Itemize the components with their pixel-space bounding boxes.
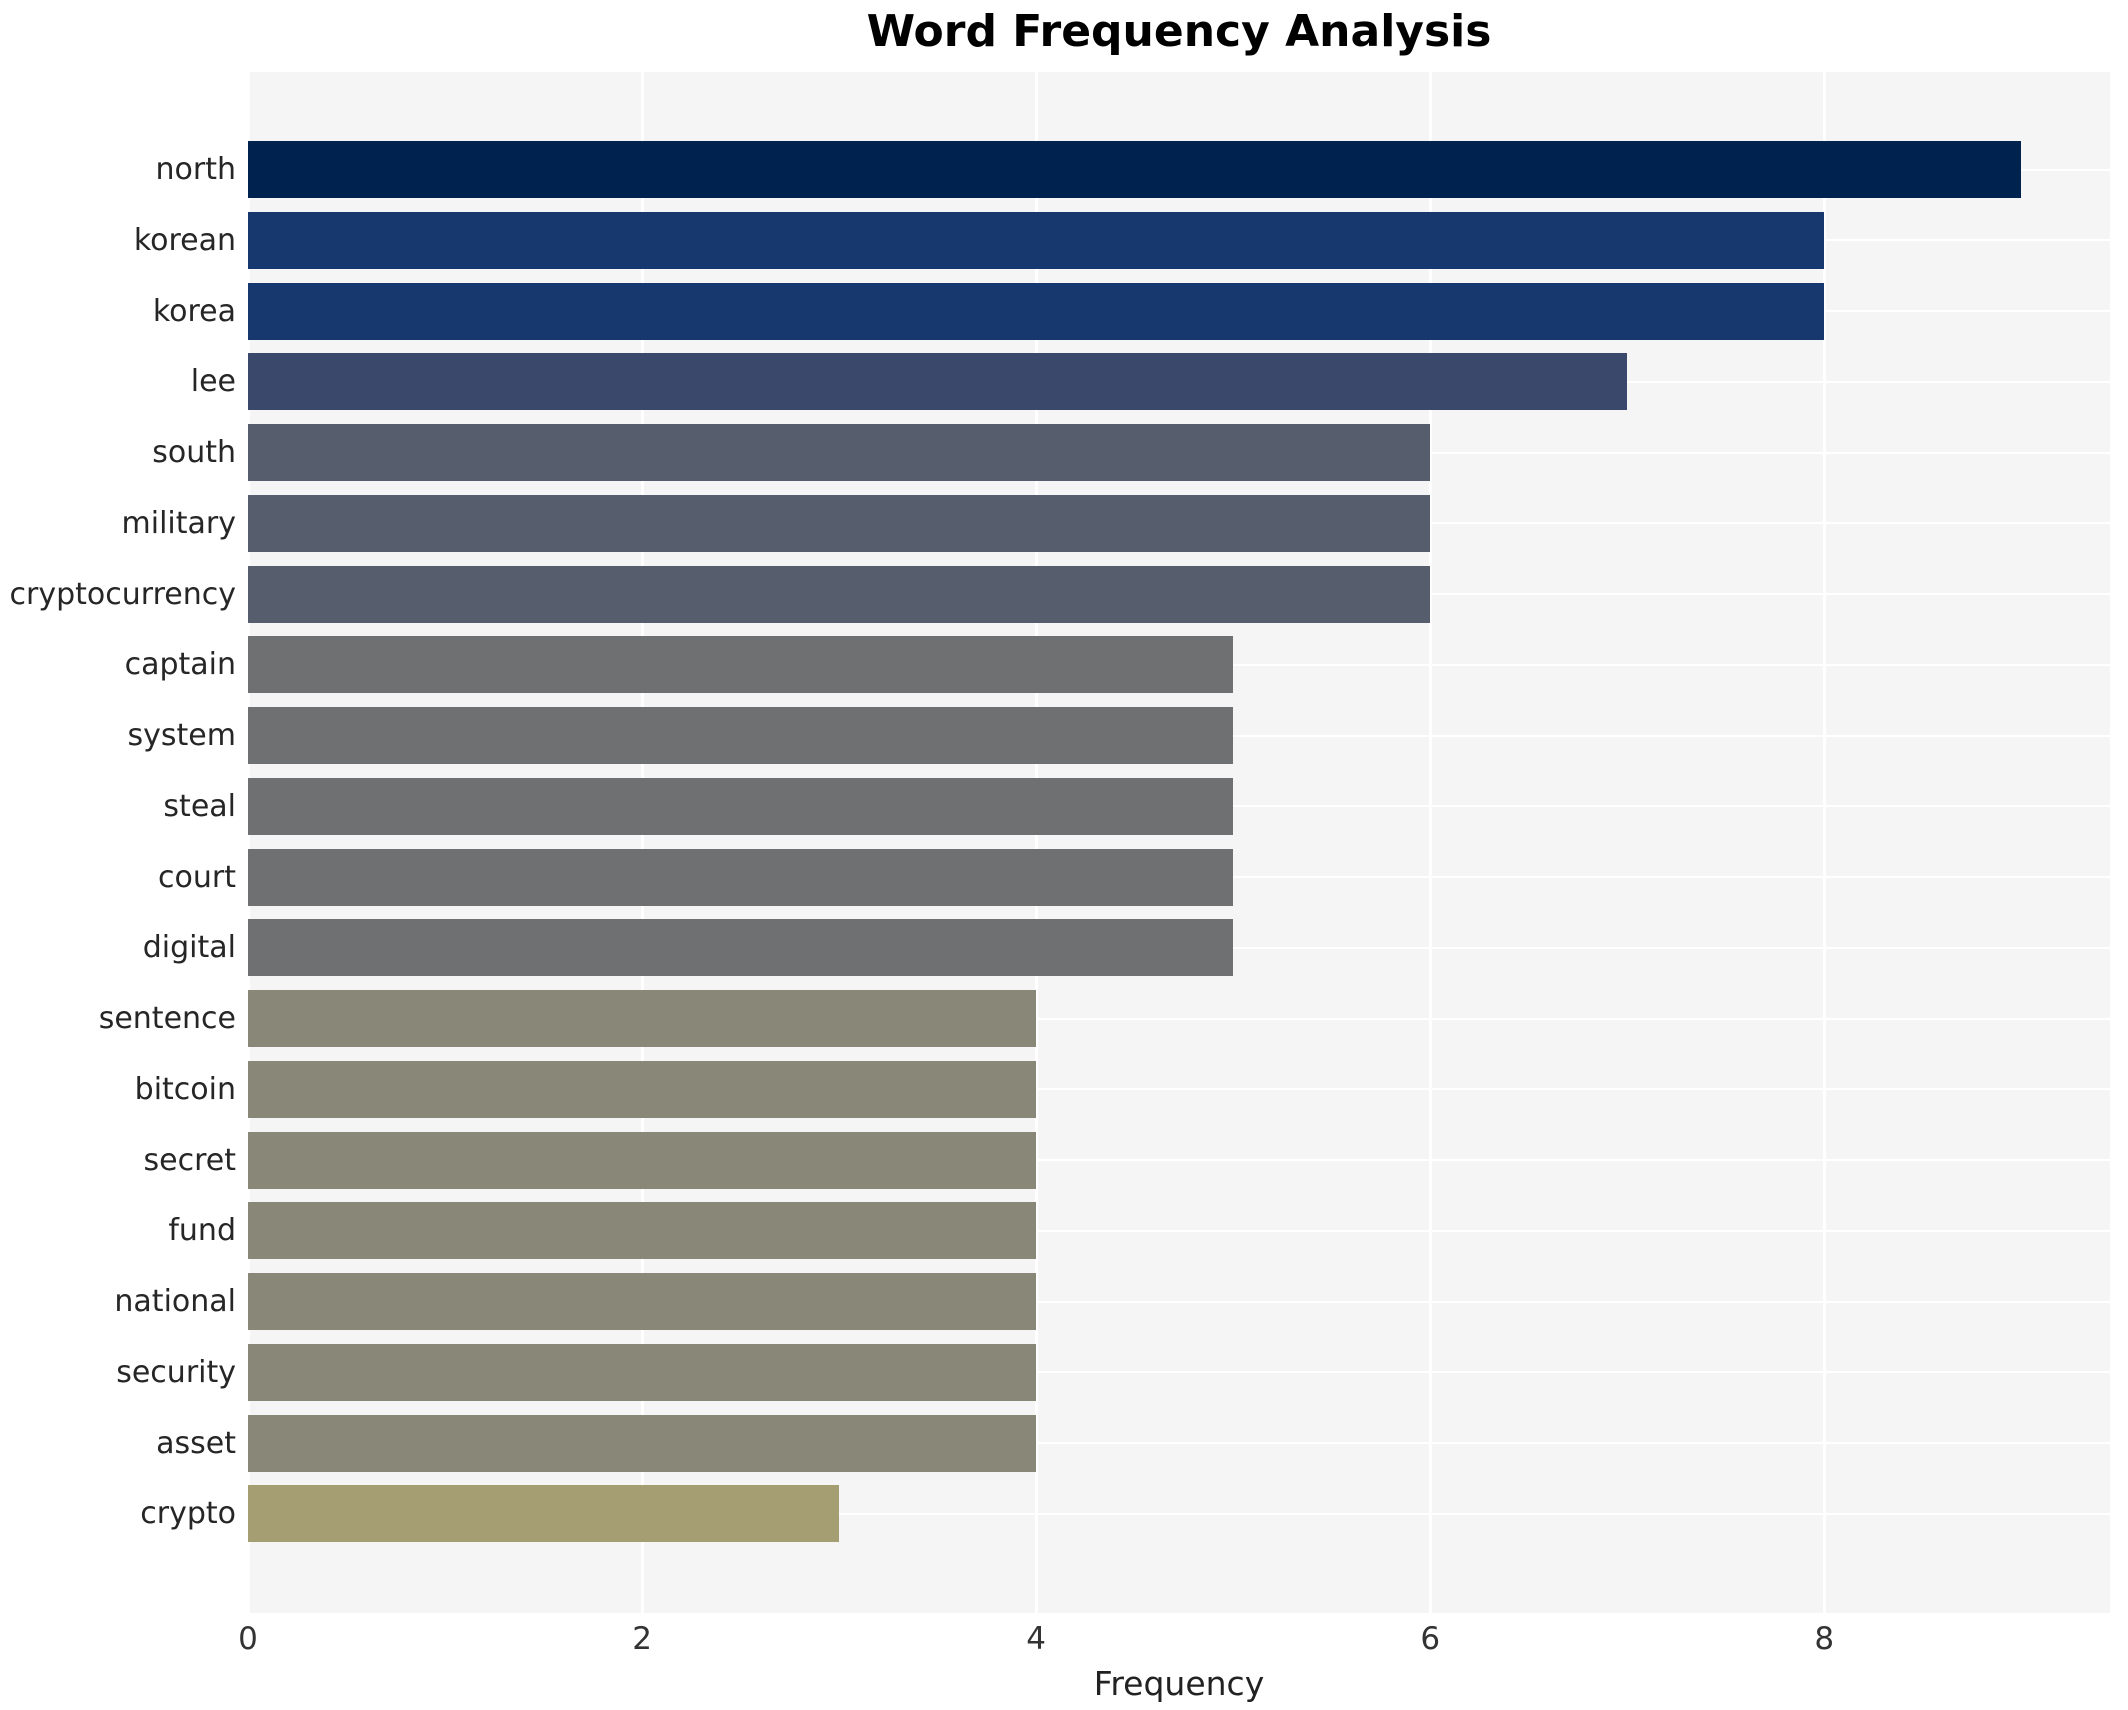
x-gridline-0 bbox=[248, 72, 250, 1613]
y-tick-label-system: system bbox=[127, 718, 236, 753]
bar-fund bbox=[248, 1202, 1037, 1260]
y-gridline-asset bbox=[248, 1442, 2110, 1444]
bar-asset bbox=[248, 1414, 1037, 1472]
bar-digital bbox=[248, 919, 1234, 977]
x-axis-title: Frequency bbox=[1093, 1664, 1265, 1703]
y-tick-label-fund: fund bbox=[168, 1213, 236, 1249]
y-tick-label-bitcoin: bitcoin bbox=[134, 1071, 236, 1107]
y-tick-label-crypto: crypto bbox=[140, 1496, 236, 1532]
y-gridline-crypto bbox=[248, 1512, 2110, 1515]
y-gridline-sentence bbox=[248, 1017, 2110, 1020]
x-gridline-6 bbox=[1429, 72, 1433, 1613]
bar-military bbox=[248, 494, 1431, 552]
y-tick-label-national: national bbox=[114, 1284, 236, 1319]
y-tick-label-south: south bbox=[152, 435, 236, 470]
y-tick-label-sentence: sentence bbox=[98, 1001, 236, 1036]
plot-area bbox=[248, 72, 2110, 1613]
bar-korea bbox=[248, 282, 1825, 340]
x-tick-label-2: 2 bbox=[632, 1621, 652, 1657]
x-tick-label-0: 0 bbox=[238, 1621, 258, 1657]
bar-bitcoin bbox=[248, 1060, 1037, 1118]
y-tick-label-digital: digital bbox=[142, 930, 236, 966]
y-tick-label-cryptocurrency: cryptocurrency bbox=[9, 576, 236, 612]
x-tick-label-8: 8 bbox=[1814, 1621, 1835, 1657]
y-tick-label-asset: asset bbox=[156, 1425, 236, 1461]
bar-captain bbox=[248, 636, 1234, 694]
y-tick-label-lee: lee bbox=[190, 364, 236, 400]
y-tick-label-court: court bbox=[158, 859, 236, 895]
y-gridline-secret bbox=[248, 1159, 2110, 1161]
x-tick-label-6: 6 bbox=[1420, 1621, 1441, 1657]
x-gridline-2 bbox=[641, 72, 645, 1613]
bar-national bbox=[248, 1273, 1037, 1330]
y-gridline-national bbox=[248, 1300, 2110, 1303]
chart-title: Word Frequency Analysis bbox=[866, 6, 1492, 57]
x-gridline-8 bbox=[1823, 72, 1827, 1613]
y-tick-label-korea: korea bbox=[152, 293, 236, 329]
x-tick-label-4: 4 bbox=[1026, 1621, 1046, 1657]
bar-system bbox=[248, 707, 1234, 764]
y-tick-label-captain: captain bbox=[124, 647, 236, 683]
bar-cryptocurrency bbox=[248, 565, 1431, 623]
y-gridline-fund bbox=[248, 1229, 2110, 1232]
bar-sentence bbox=[248, 990, 1037, 1047]
bar-steal bbox=[248, 777, 1234, 835]
bar-court bbox=[248, 848, 1234, 906]
bar-security bbox=[248, 1343, 1037, 1401]
bar-crypto bbox=[248, 1485, 840, 1543]
y-tick-label-steal: steal bbox=[163, 788, 236, 824]
y-gridline-bitcoin bbox=[248, 1088, 2110, 1091]
y-tick-label-security: security bbox=[116, 1354, 236, 1390]
bar-secret bbox=[248, 1131, 1037, 1189]
y-tick-label-korean: korean bbox=[133, 222, 236, 258]
y-tick-label-military: military bbox=[121, 505, 236, 541]
y-tick-label-secret: secret bbox=[143, 1142, 236, 1178]
bar-korean bbox=[248, 211, 1825, 269]
y-gridline-security bbox=[248, 1371, 2110, 1374]
bar-lee bbox=[248, 353, 1628, 411]
bar-north bbox=[248, 141, 2022, 198]
x-gridline-4 bbox=[1035, 72, 1039, 1613]
y-tick-label-north: north bbox=[155, 152, 236, 187]
bar-south bbox=[248, 424, 1431, 481]
